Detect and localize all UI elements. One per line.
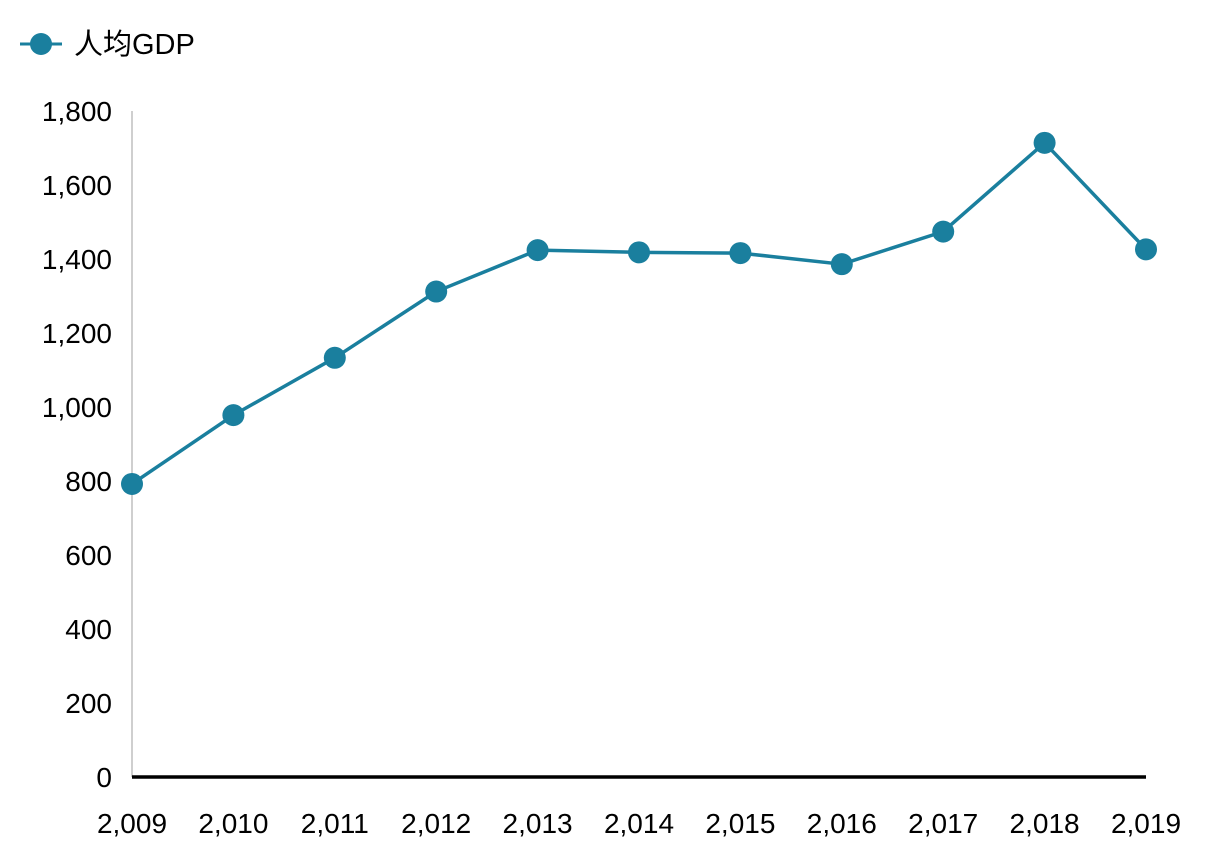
data-point: [1135, 238, 1157, 261]
x-tick-label: 2,019: [1111, 808, 1181, 839]
data-point: [323, 346, 346, 369]
data-point: [526, 239, 549, 262]
x-axis: 2,009 2,010 2,011 2,012 2,013 2,014 2,015 2,016…: [97, 775, 1181, 839]
legend-label: 人均GDP: [74, 28, 195, 61]
y-tick-label: 1,600: [42, 170, 112, 201]
y-tick-label: 1,200: [42, 318, 112, 349]
x-tick-label: 2,018: [1010, 808, 1080, 839]
x-tick-label: 2,016: [807, 808, 877, 839]
data-point: [1033, 131, 1056, 154]
x-tick-label: 2,009: [97, 808, 167, 839]
x-tick-label: 2,015: [705, 808, 775, 839]
data-point: [729, 242, 752, 265]
y-tick-label: 200: [65, 688, 112, 719]
legend-marker-swatch: [30, 33, 52, 55]
data-point: [628, 241, 650, 264]
x-tick-label: 2,012: [401, 808, 471, 839]
y-axis: 0 200 400 600 800 1,000 1,200 1,400 1,600 1,800: [42, 96, 133, 793]
y-tick-label: 400: [65, 614, 112, 645]
y-tick-label: 600: [65, 540, 112, 571]
x-tick-label: 2,017: [908, 808, 978, 839]
series-line: [131, 141, 1148, 486]
x-tick-label: 2,014: [604, 808, 674, 839]
data-point: [830, 253, 853, 276]
y-tick-label: 800: [65, 466, 112, 497]
legend: 人均GDP: [20, 28, 195, 61]
data-point: [121, 472, 143, 495]
data-point: [425, 280, 448, 303]
y-tick-label: 1,800: [42, 96, 112, 127]
data-point: [932, 220, 955, 243]
x-tick-label: 2,011: [301, 808, 369, 839]
x-tick-label: 2,013: [503, 808, 573, 839]
y-tick-label: 0: [96, 762, 112, 793]
plot-area: [121, 131, 1157, 495]
y-tick-label: 1,000: [42, 392, 112, 423]
data-point: [222, 404, 245, 427]
x-tick-label: 2,010: [198, 808, 268, 839]
y-tick-label: 1,400: [42, 244, 112, 275]
